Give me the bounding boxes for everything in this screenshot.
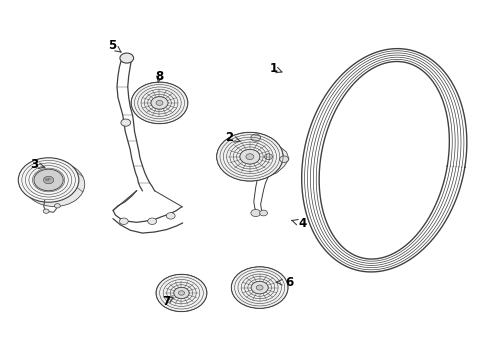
Circle shape bbox=[34, 169, 63, 191]
Circle shape bbox=[156, 274, 207, 312]
Circle shape bbox=[156, 100, 163, 105]
Circle shape bbox=[240, 149, 260, 164]
Circle shape bbox=[121, 119, 131, 126]
Circle shape bbox=[120, 53, 134, 63]
Text: 7: 7 bbox=[162, 296, 170, 309]
Text: 6: 6 bbox=[285, 276, 293, 289]
Circle shape bbox=[280, 156, 289, 162]
Text: 5: 5 bbox=[108, 39, 116, 52]
Circle shape bbox=[256, 285, 263, 290]
Circle shape bbox=[120, 218, 128, 225]
Circle shape bbox=[260, 210, 268, 216]
Circle shape bbox=[54, 204, 60, 208]
Circle shape bbox=[24, 162, 85, 207]
Circle shape bbox=[148, 218, 157, 225]
Circle shape bbox=[251, 134, 261, 141]
Circle shape bbox=[265, 154, 272, 159]
Circle shape bbox=[18, 158, 79, 202]
Circle shape bbox=[217, 132, 283, 181]
Text: 4: 4 bbox=[298, 217, 307, 230]
Circle shape bbox=[44, 176, 54, 184]
Circle shape bbox=[131, 82, 188, 124]
Text: 3: 3 bbox=[30, 158, 38, 171]
Text: 1: 1 bbox=[270, 62, 277, 75]
Circle shape bbox=[151, 96, 168, 109]
Circle shape bbox=[246, 154, 254, 159]
Polygon shape bbox=[251, 145, 289, 176]
Circle shape bbox=[43, 209, 49, 213]
Circle shape bbox=[231, 267, 288, 309]
Text: WP: WP bbox=[45, 178, 52, 182]
Circle shape bbox=[174, 287, 189, 298]
Circle shape bbox=[178, 291, 185, 295]
Text: 2: 2 bbox=[225, 131, 233, 144]
Circle shape bbox=[251, 210, 261, 217]
Circle shape bbox=[166, 213, 175, 219]
Circle shape bbox=[251, 282, 268, 294]
Text: 8: 8 bbox=[155, 69, 164, 82]
